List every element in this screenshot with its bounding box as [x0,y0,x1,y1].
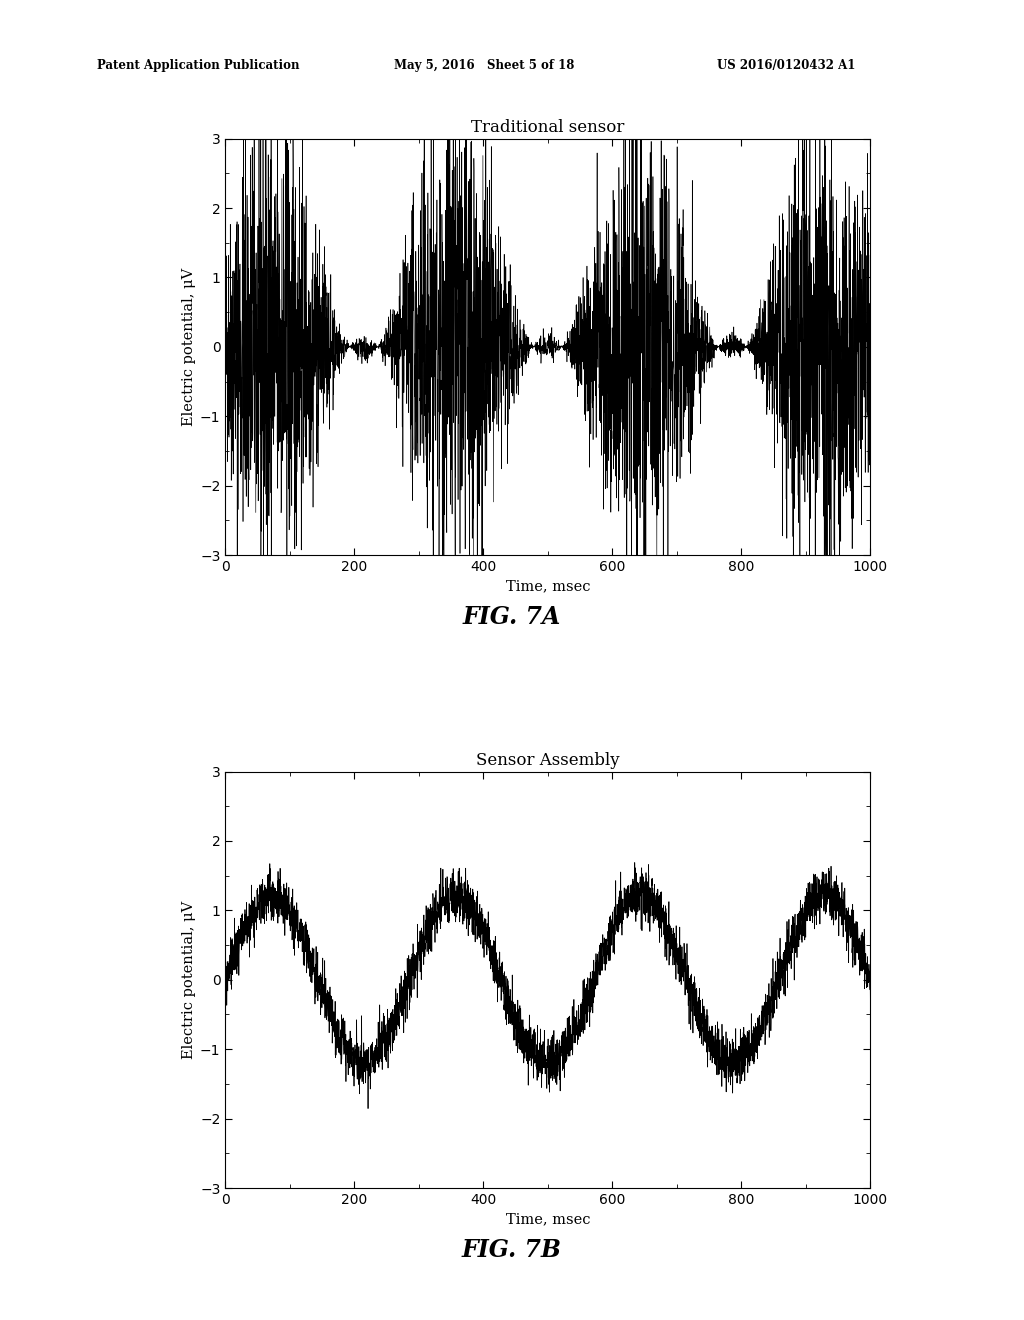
Text: Patent Application Publication: Patent Application Publication [97,59,300,73]
Text: FIG. 7A: FIG. 7A [463,605,561,630]
X-axis label: Time, msec: Time, msec [506,1212,590,1226]
Text: US 2016/0120432 A1: US 2016/0120432 A1 [717,59,855,73]
Text: FIG. 7B: FIG. 7B [462,1238,562,1262]
Y-axis label: Electric potential, μV: Electric potential, μV [181,900,196,1059]
X-axis label: Time, msec: Time, msec [506,579,590,594]
Y-axis label: Electric potential, μV: Electric potential, μV [181,268,196,426]
Title: Traditional sensor: Traditional sensor [471,119,625,136]
Text: May 5, 2016   Sheet 5 of 18: May 5, 2016 Sheet 5 of 18 [394,59,574,73]
Title: Sensor Assembly: Sensor Assembly [476,751,620,768]
